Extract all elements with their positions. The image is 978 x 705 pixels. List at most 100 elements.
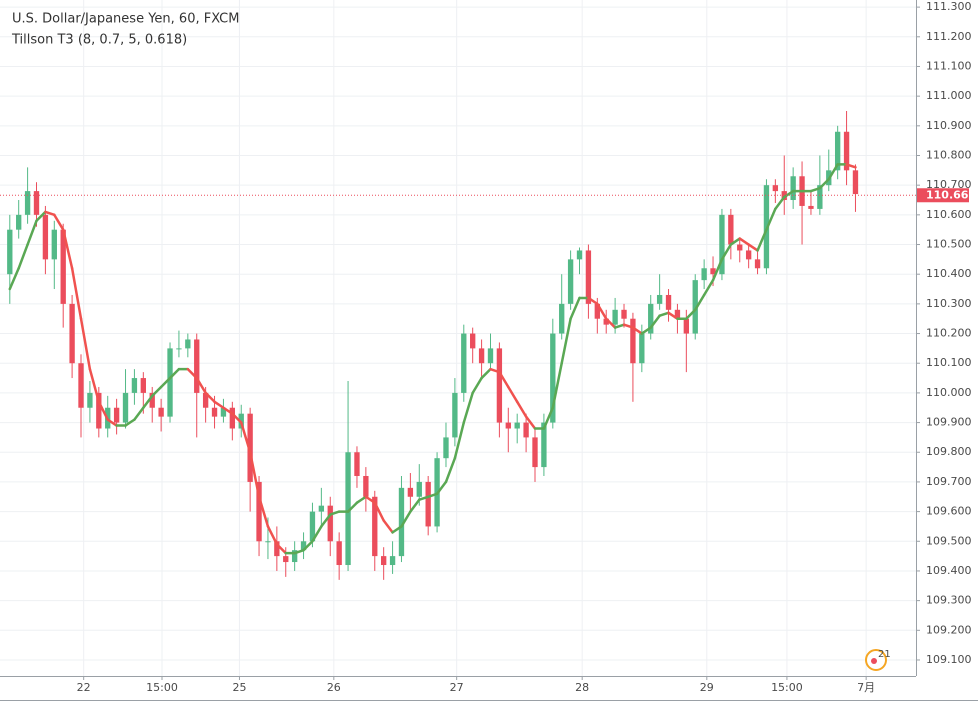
t3-line	[729, 237, 741, 246]
y-tick-label: 110.100	[926, 356, 972, 369]
y-tick-label: 109.200	[926, 623, 972, 636]
candle-body	[461, 333, 467, 393]
candle-body	[478, 348, 485, 364]
t3-line	[462, 391, 474, 424]
t3-line	[524, 415, 537, 430]
y-tick-label: 111.200	[926, 30, 972, 43]
t3-line	[311, 525, 323, 543]
candle-body	[247, 413, 253, 482]
candle-body	[274, 541, 280, 557]
y-tick-label: 110.300	[926, 297, 972, 310]
candle-body	[550, 333, 556, 423]
t3-line	[738, 237, 750, 246]
candle-body	[327, 505, 333, 542]
candle-body	[559, 303, 565, 334]
y-tick-label: 109.400	[926, 564, 972, 577]
t3-line	[631, 326, 644, 335]
t3-line	[756, 228, 768, 252]
t3-line	[711, 258, 724, 282]
candle-body	[96, 392, 102, 429]
last-price-label: 110.666	[926, 188, 976, 201]
candle-body	[256, 481, 262, 542]
candle-body	[229, 407, 236, 429]
y-tick-label: 109.100	[926, 653, 972, 666]
candle-body	[790, 176, 796, 201]
candle-body	[185, 339, 191, 349]
t3-line	[542, 406, 555, 430]
t3-line	[507, 385, 519, 404]
x-tick-label: 15:00	[771, 681, 803, 694]
t3-line	[97, 400, 109, 421]
candle-body	[514, 422, 520, 429]
y-tick-label: 110.000	[926, 386, 972, 399]
candle-body	[220, 407, 227, 417]
t3-line	[275, 542, 287, 555]
t3-line	[551, 361, 563, 409]
t3-line	[222, 406, 234, 415]
t3-line	[35, 210, 47, 223]
t3-line	[204, 391, 216, 404]
t3-line	[720, 243, 733, 261]
t3-line	[444, 456, 457, 484]
t3-line	[400, 510, 412, 528]
last-price-box	[917, 188, 969, 203]
candle-body	[345, 452, 351, 566]
candle-body	[140, 378, 146, 393]
t3-line	[17, 243, 29, 270]
t3-line	[8, 267, 20, 291]
t3-line	[142, 394, 154, 409]
candle-body	[16, 214, 22, 230]
y-tick-label: 109.700	[926, 475, 972, 488]
t3-line	[409, 498, 421, 513]
candle-body	[496, 348, 503, 423]
candle-body	[505, 422, 511, 429]
candle-body	[167, 348, 173, 417]
candle-body	[541, 422, 547, 468]
t3-line	[809, 186, 822, 193]
t3-line	[845, 163, 857, 169]
t3-line	[827, 163, 839, 181]
t3-line	[382, 519, 394, 534]
x-tick-label: 29	[700, 681, 714, 694]
candle-body	[745, 250, 752, 260]
candle-body	[532, 437, 538, 468]
t3-line	[61, 228, 74, 270]
candle-body	[594, 303, 600, 319]
candle-body	[576, 250, 583, 260]
candle-body	[51, 229, 57, 260]
candle-body	[318, 505, 325, 512]
candle-body	[158, 407, 164, 417]
candle-body	[585, 250, 592, 304]
t3-line	[266, 525, 279, 546]
t3-line	[649, 314, 661, 329]
t3-line	[613, 323, 626, 329]
candle-body	[42, 214, 49, 260]
x-tick-label: 27	[450, 681, 464, 694]
t3-line	[231, 412, 243, 424]
candle-body	[683, 318, 690, 334]
t3-line	[774, 195, 786, 211]
candle-body	[443, 437, 449, 459]
candle-body	[354, 452, 360, 476]
t3-line	[26, 219, 38, 246]
t3-line	[70, 267, 83, 320]
candle-body	[656, 294, 663, 304]
x-tick-label: 7月	[857, 681, 875, 694]
candle-body	[630, 318, 636, 364]
t3-line	[622, 323, 635, 329]
t3-line	[685, 308, 697, 320]
candle-body	[808, 205, 814, 209]
candle-body	[692, 280, 698, 334]
t3-line	[124, 418, 136, 427]
t3-line	[480, 367, 492, 380]
x-tick-label: 22	[77, 681, 91, 694]
candle-body	[648, 303, 654, 334]
y-tick-label: 109.500	[926, 534, 972, 547]
t3-line	[364, 495, 377, 504]
y-tick-label: 110.800	[926, 148, 972, 161]
t3-line	[569, 296, 581, 320]
candle-body	[852, 170, 859, 195]
y-tick-label: 111.300	[926, 0, 972, 13]
y-tick-label: 109.800	[926, 445, 972, 458]
